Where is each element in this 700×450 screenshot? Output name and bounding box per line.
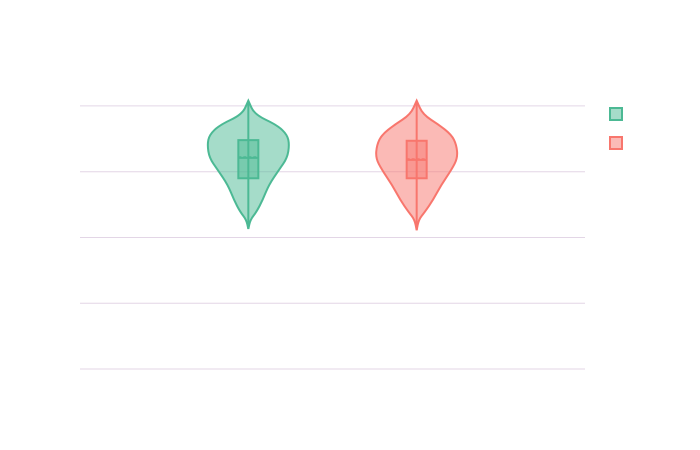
legend-swatch [609,136,623,150]
box [237,139,260,180]
legend-swatch [609,107,623,121]
